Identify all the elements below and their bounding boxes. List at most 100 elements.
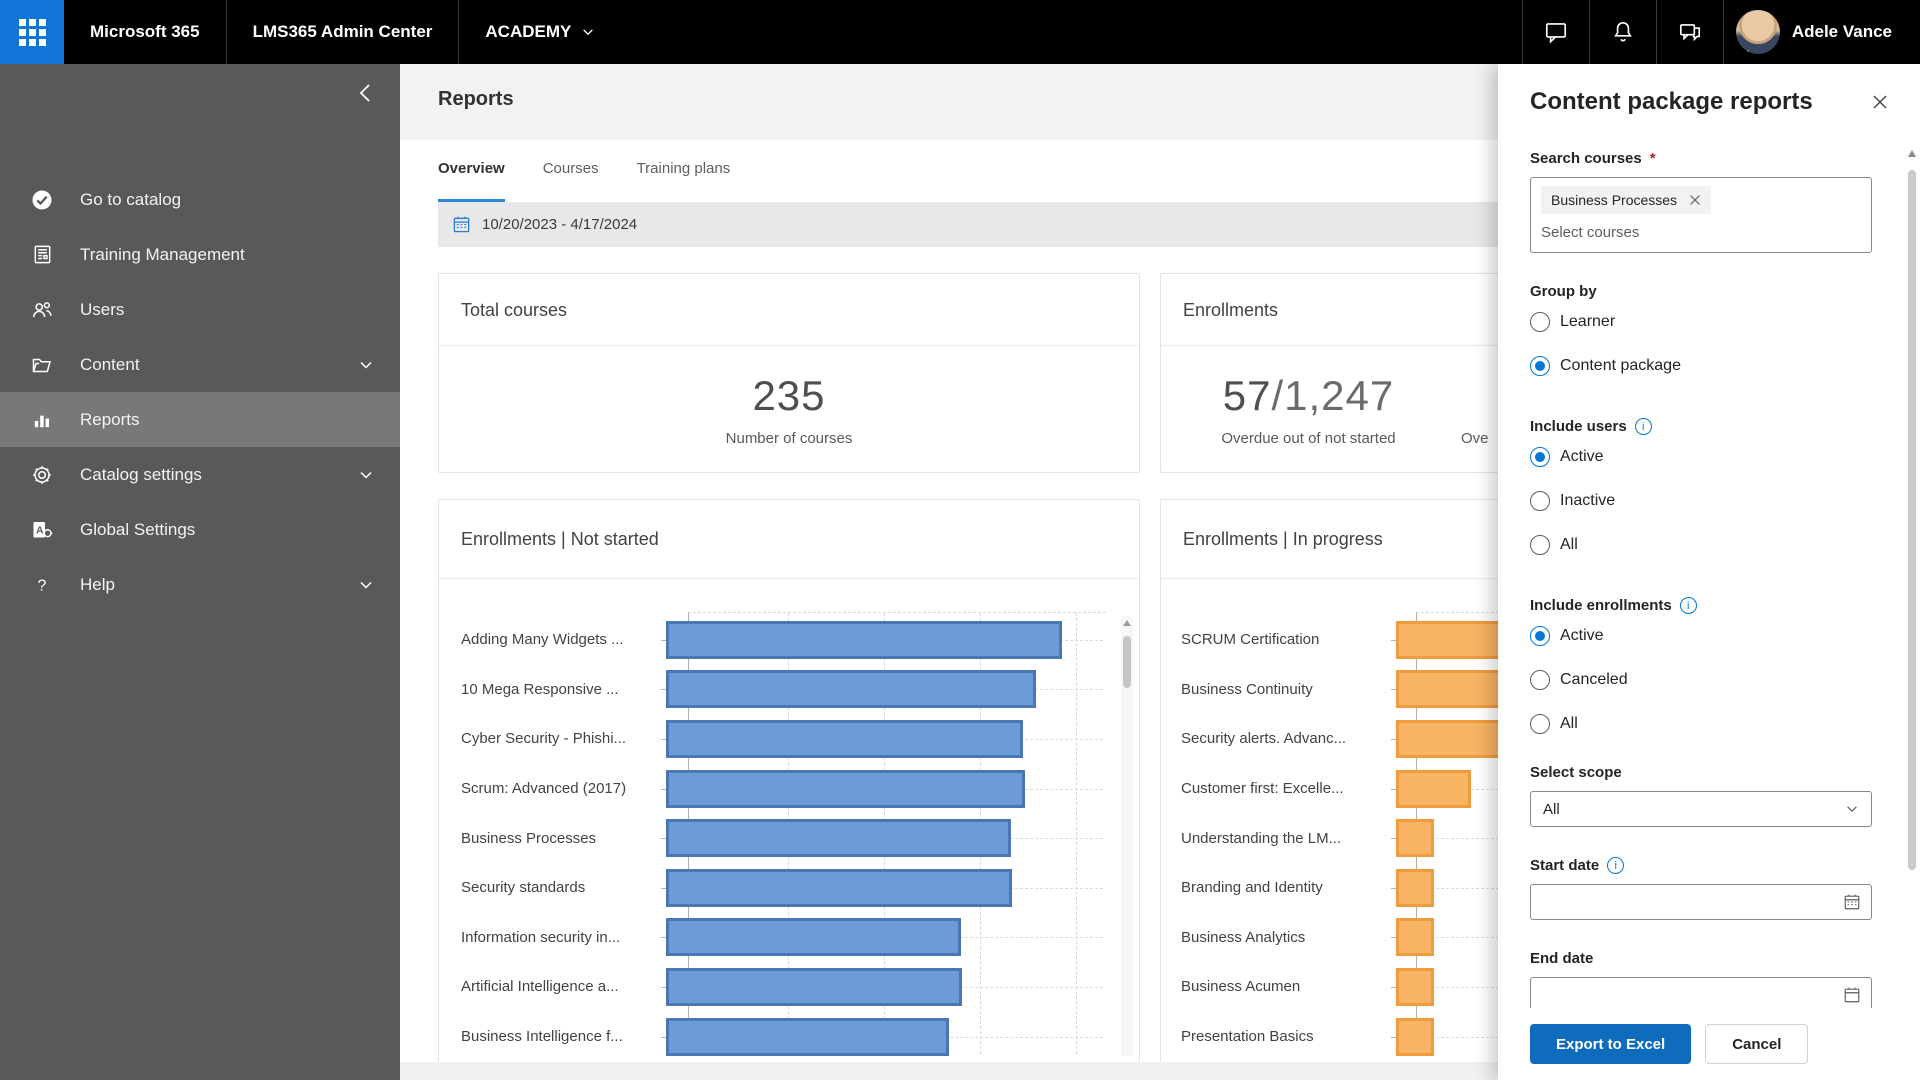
sidebar-item-content[interactable]: Content <box>0 337 400 392</box>
info-icon[interactable]: i <box>1679 597 1697 614</box>
bar[interactable] <box>666 918 961 957</box>
bar[interactable] <box>1396 1017 1435 1056</box>
bar[interactable] <box>1396 967 1435 1006</box>
notifications-button[interactable] <box>1590 0 1656 64</box>
chart-category-label: SCRUM Certification <box>1181 631 1320 649</box>
chart-category-label: Customer first: Excelle... <box>1181 780 1344 798</box>
bell-icon <box>1610 19 1636 45</box>
divider <box>1655 0 1657 64</box>
gridline <box>1076 613 1078 1054</box>
search-courses-input[interactable]: Business Processes Select courses <box>1530 177 1872 253</box>
radio-include-enrollments-active[interactable]: Active <box>1530 614 1872 658</box>
scrollbar-thumb[interactable] <box>1123 636 1131 688</box>
radio-include-users-active[interactable]: Active <box>1530 435 1872 479</box>
chart-category-label: Business Intelligence f... <box>461 1028 623 1046</box>
sidebar-item-help[interactable]: ? Help <box>0 557 400 612</box>
include-users-options: Active Inactive All <box>1530 435 1872 567</box>
divider <box>458 0 460 64</box>
app-name[interactable]: LMS365 Admin Center <box>252 22 433 41</box>
chart-row: Cyber Security - Phishi... <box>439 714 1139 764</box>
radio-include-enrollments-canceled[interactable]: Canceled <box>1530 658 1872 702</box>
calendar-icon[interactable] <box>1843 986 1861 1004</box>
axis-tick <box>661 639 666 641</box>
export-to-excel-button[interactable]: Export to Excel <box>1530 1024 1692 1064</box>
bar[interactable] <box>666 719 1024 758</box>
chart-category-label: Understanding the LM... <box>1181 829 1342 847</box>
chat-icon <box>1543 19 1569 45</box>
sidebar-item-reports[interactable]: Reports <box>0 392 400 447</box>
radio-icon <box>1530 312 1550 332</box>
chart-scrollbar[interactable] <box>1121 616 1133 1056</box>
chart-track <box>661 913 1103 963</box>
bar[interactable] <box>1396 819 1435 858</box>
axis-tick <box>1391 1036 1396 1038</box>
catalog-check-icon <box>28 187 56 213</box>
chart-row: Business Processes <box>439 813 1139 863</box>
bar[interactable] <box>1396 670 1514 709</box>
sidebar-item-global-settings[interactable]: A Global Settings <box>0 502 400 557</box>
bar[interactable] <box>666 819 1011 858</box>
radio-icon <box>1530 535 1550 555</box>
sidebar-collapse-button[interactable] <box>0 64 400 122</box>
training-doc-icon <box>28 242 56 268</box>
chart-row: Adding Many Widgets ... <box>439 615 1139 665</box>
product-name[interactable]: Microsoft 365 <box>90 22 200 41</box>
cancel-button[interactable]: Cancel <box>1705 1024 1809 1064</box>
bar[interactable] <box>1396 769 1472 808</box>
radio-group-by-content-package[interactable]: Content package <box>1530 344 1872 388</box>
tab-overview[interactable]: Overview <box>438 160 505 202</box>
app-launcher-button[interactable] <box>0 0 64 64</box>
axis-tick <box>1391 986 1396 988</box>
radio-include-users-all[interactable]: All <box>1530 523 1872 567</box>
bar[interactable] <box>1396 719 1505 758</box>
start-date-input[interactable] <box>1530 884 1872 920</box>
chart-row: Business Intelligence f... <box>439 1012 1139 1062</box>
chart-category-label: Business Continuity <box>1181 680 1313 698</box>
bar[interactable] <box>666 620 1063 659</box>
chart-row: Scrum: Advanced (2017) <box>439 764 1139 814</box>
bar[interactable] <box>1396 918 1435 957</box>
card-total-courses: Total courses 235 Number of courses <box>438 273 1140 473</box>
close-button[interactable] <box>1870 92 1890 112</box>
axis-tick <box>661 689 666 691</box>
end-date-input[interactable] <box>1530 977 1872 1008</box>
bar[interactable] <box>666 769 1026 808</box>
select-scope-dropdown[interactable]: All <box>1530 791 1872 827</box>
sidebar-item-catalog-settings[interactable]: Catalog settings <box>0 447 400 502</box>
radio-icon <box>1530 714 1550 734</box>
tab-training-plans[interactable]: Training plans <box>636 160 731 177</box>
bar[interactable] <box>666 868 1012 907</box>
radio-group-by-learner[interactable]: Learner <box>1530 300 1872 344</box>
bar[interactable] <box>666 1017 949 1056</box>
info-icon[interactable]: i <box>1634 418 1652 435</box>
sidebar-item-training-management[interactable]: Training Management <box>0 227 400 282</box>
tenant-switcher[interactable]: ACADEMY <box>459 0 621 64</box>
tab-courses[interactable]: Courses <box>542 160 599 177</box>
radio-include-users-inactive[interactable]: Inactive <box>1530 479 1872 523</box>
bar[interactable] <box>666 670 1036 709</box>
top-app-bar: Microsoft 365 LMS365 Admin Center ACADEM… <box>0 0 1920 64</box>
chart-track <box>661 962 1103 1012</box>
calendar-icon[interactable] <box>1843 893 1861 911</box>
chat-button[interactable] <box>1523 0 1589 64</box>
sidebar-item-users[interactable]: Users <box>0 282 400 337</box>
global-settings-icon: A <box>28 517 56 543</box>
scrollbar-thumb[interactable] <box>1908 170 1916 870</box>
calendar-icon <box>452 215 471 234</box>
info-icon[interactable]: i <box>1607 857 1625 874</box>
panel-scrollbar[interactable] <box>1906 150 1918 1040</box>
scroll-up-icon[interactable] <box>1123 620 1131 626</box>
axis-tick <box>1391 788 1396 790</box>
axis-tick <box>661 1036 666 1038</box>
radio-include-enrollments-all[interactable]: All <box>1530 702 1872 746</box>
chart-cards-row: Enrollments | Not started Adding Many Wi… <box>438 499 1920 1062</box>
feedback-button[interactable] <box>1657 0 1723 64</box>
scroll-up-icon[interactable] <box>1908 150 1916 157</box>
remove-chip-button[interactable] <box>1689 194 1701 206</box>
bar[interactable] <box>1396 868 1435 907</box>
account-menu[interactable]: Adele Vance <box>1724 0 1920 64</box>
topbar-spacer <box>621 0 1521 64</box>
sidebar-item-go-to-catalog[interactable]: Go to catalog <box>0 172 400 227</box>
bar[interactable] <box>666 967 962 1006</box>
axis-tick <box>1391 937 1396 939</box>
